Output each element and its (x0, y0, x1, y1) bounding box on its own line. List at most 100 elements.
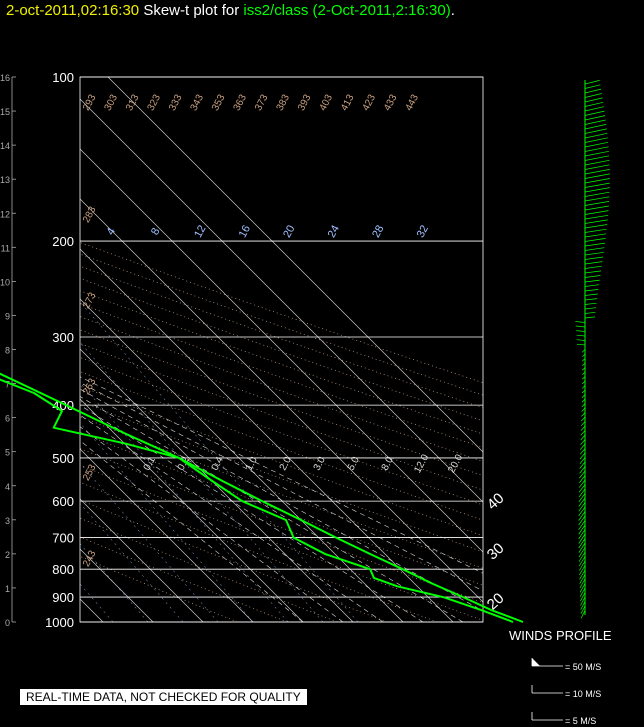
wind-barb (584, 101, 604, 107)
isotherm-line (80, 348, 354, 622)
dry-adiabat-line (80, 517, 338, 622)
wind-barb (581, 394, 586, 398)
mixing-ratio-label: 24 (326, 223, 342, 239)
dry-adiabat-label: 423 (361, 92, 379, 112)
temperature-right-label: 30 (484, 540, 508, 564)
wind-barb (584, 311, 596, 314)
dry-adiabat-label: 263 (81, 376, 99, 396)
wind-barb (584, 214, 609, 220)
wind-barb (575, 321, 586, 323)
wind-barb (584, 205, 609, 211)
wind-barb (584, 173, 610, 179)
wind-barb (579, 583, 586, 593)
wind-barb (584, 178, 610, 184)
wind-barb (578, 556, 586, 567)
wind-barb (580, 425, 586, 431)
wind-barb (578, 484, 586, 493)
wind-barb (581, 380, 586, 385)
wind-barb (579, 565, 586, 576)
isotherm-line (80, 398, 304, 622)
mixing-ratio-line (80, 422, 254, 622)
wind-barb (584, 128, 607, 134)
height-tick-label: 5 (5, 448, 10, 458)
height-tick-label: 1 (5, 584, 10, 594)
height-tick-label: 6 (5, 414, 10, 424)
wind-barb (580, 601, 586, 610)
dry-adiabat-label: 353 (210, 92, 228, 112)
pressure-tick-label: 700 (52, 531, 74, 546)
wind-barb (584, 155, 610, 161)
dry-adiabat-label: 393 (296, 92, 314, 112)
wind-barb (581, 349, 586, 353)
wind-barb (580, 439, 586, 446)
wind-barb (584, 302, 597, 305)
dry-adiabat-line (80, 416, 483, 569)
dry-adiabat-label: 243 (81, 548, 99, 568)
mixing-ratio-label: 12 (192, 223, 208, 239)
wind-barb (584, 242, 606, 247)
dry-adiabat-label: 273 (81, 290, 99, 310)
plot-frame (79, 76, 484, 623)
wind-barb (578, 560, 586, 571)
pressure-tick-label: 200 (52, 234, 74, 249)
wind-barb (576, 343, 586, 346)
isotherm-line (107, 77, 483, 453)
moist-adiabat-label: 8.0 (380, 455, 396, 473)
title-source: iss2/class (2-Oct-2011,2:16:30) (243, 2, 451, 19)
wind-barb (580, 610, 586, 619)
wind-barb (584, 159, 610, 166)
wind-barb (584, 224, 608, 229)
mixing-ratio-label: 8 (149, 226, 162, 237)
isotherm-line (80, 248, 454, 622)
wind-barb (584, 164, 610, 170)
mixing-ratio-label: 20 (281, 223, 297, 239)
moist-adiabat-line (80, 426, 344, 622)
height-tick-label: 8 (5, 346, 10, 356)
wind-barb (584, 80, 600, 85)
moist-adiabat-label: 0.4 (210, 455, 226, 473)
dry-adiabat-label: 343 (189, 92, 207, 112)
wind-barb (584, 119, 606, 125)
moist-adiabat-label: 20.0 (446, 452, 465, 475)
wind-legend-pennant (532, 658, 540, 666)
isotherm-line (80, 298, 404, 622)
isotherm-line (80, 198, 483, 603)
height-tick-label: 14 (0, 141, 10, 151)
wind-barb (584, 279, 600, 283)
moist-adiabat-line (80, 440, 304, 622)
pressure-tick-label: 1000 (45, 615, 74, 630)
moist-adiabat-line (80, 404, 424, 622)
wind-barb (581, 398, 586, 403)
wind-barb (584, 106, 604, 112)
dry-adiabat-label: 413 (339, 92, 357, 112)
wind-barb (584, 265, 602, 269)
quality-banner: REAL-TIME DATA, NOT CHECKED FOR QUALITY (20, 689, 307, 705)
wind-barb (579, 457, 586, 465)
moist-adiabat-label: 3.0 (312, 455, 328, 473)
mixing-ratio-line (80, 543, 149, 622)
wind-barb (582, 353, 586, 357)
wind-barb (578, 538, 586, 549)
wind-barb (581, 389, 586, 394)
wind-barb (584, 169, 610, 175)
dry-adiabat-line (80, 536, 288, 622)
wind-barb (580, 443, 586, 450)
wind-barb (580, 592, 586, 602)
wind-barb (579, 452, 586, 460)
dry-adiabat-label: 293 (81, 92, 99, 112)
wind-barb (580, 596, 586, 606)
dewpoint-trace (0, 378, 514, 623)
height-tick-label: 15 (0, 107, 10, 117)
wind-barb (584, 247, 605, 251)
wind-barb (578, 520, 586, 530)
pressure-tick-label: 500 (52, 451, 74, 466)
pressure-tick-label: 300 (52, 330, 74, 345)
dry-adiabat-label: 303 (103, 92, 121, 112)
dry-adiabat-label: 363 (232, 92, 250, 112)
wind-barb (584, 228, 607, 233)
isotherm-line (80, 448, 254, 622)
wind-barb (584, 115, 606, 121)
wind-barb (582, 371, 586, 375)
height-tick-label: 0 (5, 618, 10, 628)
